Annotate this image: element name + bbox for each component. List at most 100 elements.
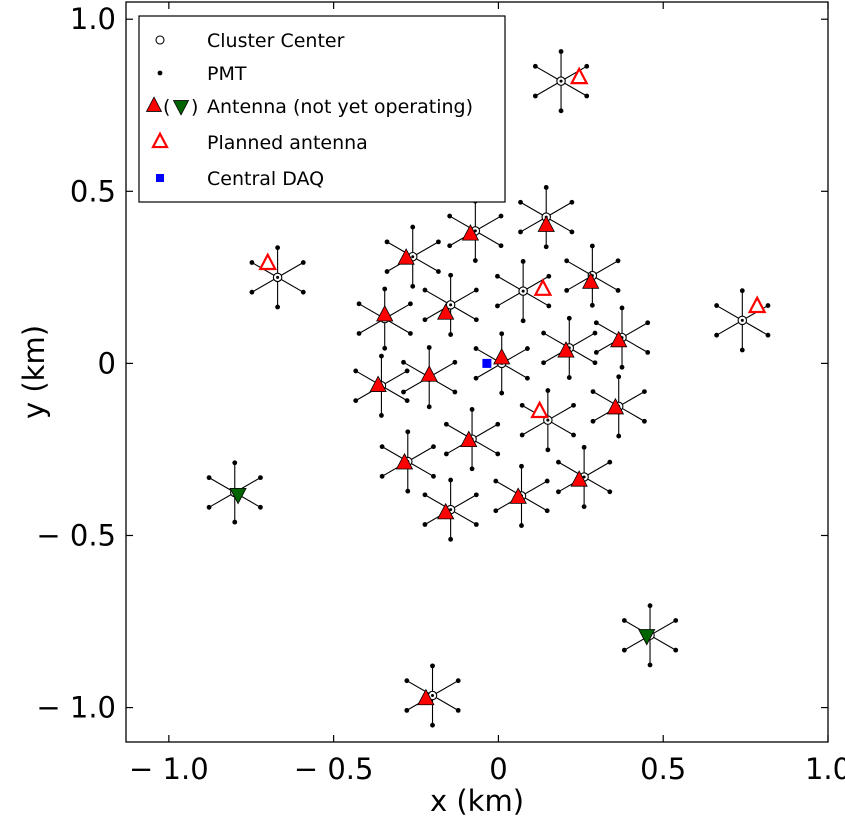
pmt-point — [566, 315, 572, 321]
pmt-point — [448, 332, 454, 337]
pmt-point — [258, 504, 263, 510]
pmt-point — [356, 301, 362, 307]
plot-frame — [125, 1, 829, 743]
pmt-point — [469, 407, 475, 412]
pmt-spoke — [742, 319, 769, 336]
pmt-point — [422, 522, 428, 527]
pmt-spoke — [450, 304, 477, 321]
pmt-point — [616, 374, 622, 380]
pmt-point — [384, 269, 390, 274]
pmt-spoke — [583, 476, 611, 493]
pmt-point — [431, 473, 436, 479]
pmt-spoke — [592, 275, 619, 291]
legend-not-operating-marker — [172, 100, 190, 116]
antenna-marker — [417, 688, 435, 706]
pmt-spoke — [497, 275, 524, 292]
pmt-point — [473, 317, 479, 323]
pmt-point — [404, 678, 410, 684]
pmt-spoke — [424, 289, 451, 306]
pmt-point — [206, 504, 212, 510]
pmt-point — [593, 320, 599, 326]
pmt-point — [765, 303, 771, 308]
pmt-point — [493, 508, 499, 514]
pmt-point — [541, 360, 546, 366]
pmt-point — [590, 389, 596, 394]
pmt-spoke — [535, 65, 562, 82]
cluster-center-dot — [559, 79, 563, 83]
pmt-point — [739, 288, 745, 294]
cluster-center-dot — [411, 255, 415, 259]
cluster-center-dot — [473, 229, 477, 233]
legend-pmt-marker — [157, 70, 163, 76]
pmt-point — [382, 345, 388, 351]
antenna-marker — [493, 347, 511, 365]
pmt-spoke — [450, 509, 477, 525]
pmt-spoke — [412, 256, 439, 273]
pmt-spoke — [521, 480, 548, 497]
pmt-point — [430, 722, 435, 728]
pmt-spoke — [547, 404, 574, 421]
antenna-not-operating-marker — [638, 629, 656, 646]
pmt-spoke — [592, 260, 619, 277]
pmt-point — [353, 368, 359, 374]
pmt-spoke — [475, 362, 502, 379]
antenna-marker — [437, 502, 455, 520]
pmt-point — [473, 522, 479, 527]
markers-layer — [206, 49, 771, 728]
pmt-point — [379, 413, 384, 418]
pmt-spoke — [471, 438, 499, 455]
antenna-marker — [376, 304, 394, 322]
antenna-marker — [460, 430, 478, 448]
pmt-point — [642, 418, 647, 424]
pmt-point — [232, 519, 238, 525]
pmt-spoke — [501, 362, 528, 379]
pmt-point — [619, 364, 625, 370]
pmt-point — [714, 332, 720, 338]
pmt-spoke — [381, 370, 408, 387]
pmt-point — [498, 243, 504, 249]
pmt-point — [556, 489, 561, 495]
pmt-point — [546, 303, 552, 309]
pmt-point — [518, 199, 523, 205]
planned-antenna-marker — [258, 252, 278, 271]
axis-titles: x (km) y (km) — [17, 325, 524, 816]
pmt-point — [426, 404, 432, 410]
y-tick-label: − 1.0 — [36, 691, 116, 725]
pmt-point — [532, 93, 538, 99]
x-tick-label: − 1.0 — [129, 752, 209, 786]
legend-paren-close: ) — [191, 96, 198, 118]
legend-label: Central DAQ — [207, 168, 324, 190]
ticks-layer: − 1.0 − 0.5 0 0.5 1.0 − 1.0 − 0.5 0 0.5 1.0 — [36, 2, 845, 786]
pmt-point — [426, 345, 432, 350]
pmt-point — [495, 273, 500, 279]
pmt-point — [645, 320, 651, 326]
antenna-marker — [582, 272, 600, 289]
pmt-spoke — [621, 322, 648, 339]
pmt-point — [673, 618, 679, 623]
antenna-marker — [509, 487, 527, 504]
antenna-marker — [437, 303, 455, 320]
x-tick-label: − 0.5 — [294, 752, 374, 786]
pmt-point — [410, 283, 416, 289]
pmt-point — [495, 421, 501, 427]
pmt-point — [410, 224, 416, 230]
cluster-center-dot — [431, 694, 435, 698]
x-axis-title: x (km) — [430, 784, 524, 816]
pmt-point — [405, 429, 411, 435]
cluster-center-dot — [740, 318, 744, 322]
pmt-point — [455, 678, 461, 684]
pmt-point — [430, 663, 435, 669]
pmt-point — [384, 239, 390, 245]
pmt-point — [443, 421, 449, 427]
pmt-point — [619, 305, 625, 311]
pmt-point — [673, 647, 679, 653]
planned-antenna-marker — [533, 278, 553, 296]
pmt-point — [520, 259, 526, 264]
pmt-point — [592, 360, 598, 366]
pmt-point — [448, 477, 454, 483]
antenna-not-operating-marker — [229, 488, 247, 505]
pmt-spoke — [450, 494, 477, 511]
pmt-spoke — [566, 260, 593, 277]
pmt-spoke — [621, 337, 648, 353]
